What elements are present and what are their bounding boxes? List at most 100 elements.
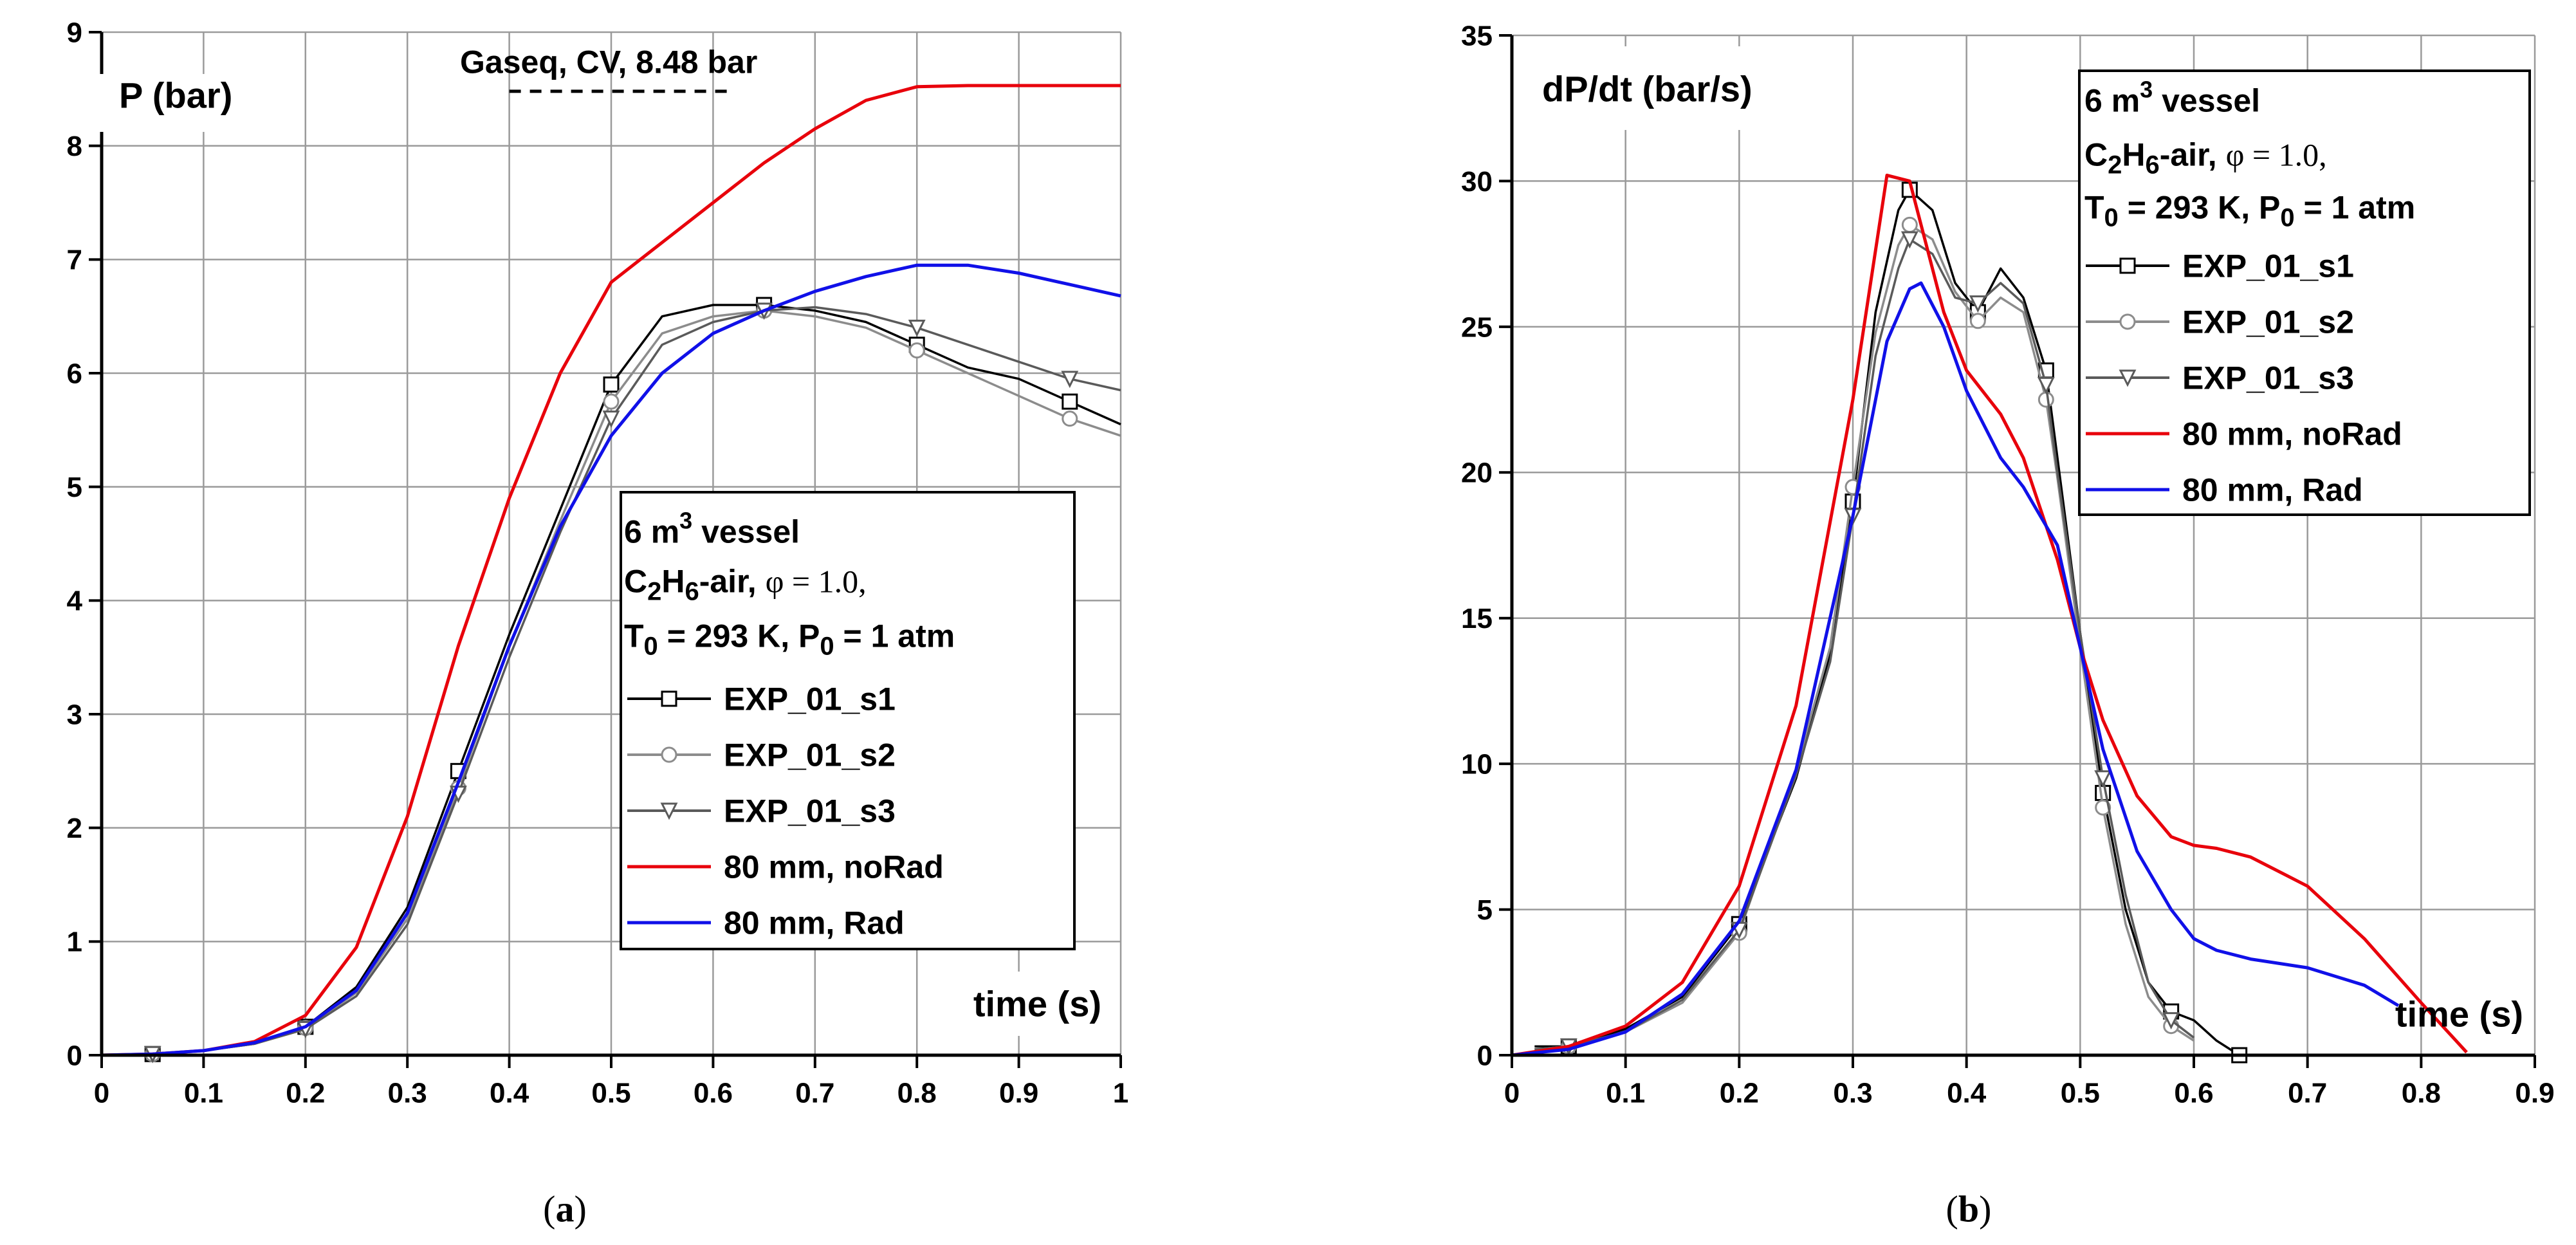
x-tick-label: 0.4 — [1947, 1077, 1987, 1109]
x-tick-label: 0.9 — [2515, 1077, 2554, 1109]
y-tick-label: 8 — [67, 131, 82, 162]
legend-marker-exp-01-s2 — [661, 746, 677, 763]
legend-marker-exp-01-s3 — [2119, 369, 2137, 387]
legend-header-line3-a: T0 = 293 K, P0 = 1 atm — [624, 618, 955, 661]
data-point-exp-01-s2 — [603, 393, 620, 410]
legend-label-80-mm-rad: 80 mm, Rad — [2182, 472, 2363, 508]
x-tick-label: 0 — [94, 1077, 109, 1109]
legend-header-line2-a: C2H6-air, φ = 1.0, — [624, 564, 867, 606]
x-tick-label: 0.9 — [999, 1077, 1038, 1109]
legend-items-b: EXP_01_s1 EXP_01_s2 EXP_01_s3 80 mm, noRad 8… — [2086, 248, 2402, 508]
y-tick-label: 15 — [1461, 603, 1493, 634]
y-tick-label: 2 — [67, 813, 82, 844]
data-point-exp-01-s3 — [2094, 770, 2112, 788]
y-tick-label: 0 — [67, 1040, 82, 1071]
data-point-exp-01-s1 — [603, 376, 620, 393]
xlabel-b: time (s) — [2395, 994, 2523, 1035]
x-tick-label: 0.8 — [897, 1077, 937, 1109]
chart-panel-b: 0 0.1 0.2 0.3 0.4 0.5 0.6 0.7 0.8 0.9 0 5 10 15 20 25 30… — [1461, 20, 2555, 1230]
x-tick-label: 0.4 — [490, 1077, 529, 1109]
xlabel-bg-a — [920, 972, 1113, 1036]
legend-header-line1-a: 6 m3 vessel — [624, 508, 800, 550]
legend-marker-exp-01-s1 — [2119, 257, 2136, 274]
data-point-exp-01-s3 — [908, 319, 926, 337]
data-point-exp-01-s3 — [602, 410, 620, 429]
legend-marker-exp-01-s3 — [660, 802, 678, 820]
y-tick-label: 9 — [67, 17, 82, 48]
x-tick-label: 0.7 — [2288, 1077, 2327, 1109]
data-point-exp-01-s3 — [1969, 295, 1987, 313]
data-point-exp-01-s2 — [2038, 391, 2054, 408]
data-point-exp-01-s3 — [2162, 1012, 2180, 1030]
y-tick-label: 3 — [67, 699, 82, 730]
legend-label-exp-01-s1: EXP_01_s1 — [724, 681, 896, 717]
data-point-exp-01-s2 — [1969, 313, 1986, 329]
chart-panel-a: 0 0.1 0.2 0.3 0.4 0.5 0.6 0.7 0.8 0.9 10123456789 … — [67, 17, 1129, 1230]
series-line-80-mm-norad — [1511, 173, 2468, 1057]
y-tick-label: 25 — [1461, 311, 1493, 343]
legend-box-b — [2078, 69, 2531, 516]
annotation-a: Gaseq, CV, 8.48 bar — [460, 44, 757, 80]
x-tick-label: 0.6 — [2174, 1077, 2213, 1109]
data-point-exp-01-s2 — [1901, 216, 1918, 233]
y-tick-label: 10 — [1461, 749, 1493, 780]
ylabel-b: dP/dt (bar/s) — [1542, 69, 1753, 109]
x-tick-label: 0 — [1504, 1077, 1520, 1109]
legend-label-80-mm-norad: 80 mm, noRad — [724, 849, 944, 885]
axes-a — [89, 31, 1122, 1068]
caption-b: (b) — [1946, 1188, 1992, 1230]
x-tick-label: 0.1 — [184, 1077, 223, 1109]
data-point-exp-01-s3 — [1061, 371, 1079, 389]
y-tick-label: 7 — [67, 244, 82, 276]
data-point-exp-01-s2 — [2095, 799, 2111, 816]
x-tick-label: 0.8 — [2402, 1077, 2441, 1109]
data-point-exp-01-s3 — [1900, 231, 1918, 249]
data-point-exp-01-s3 — [2037, 376, 2055, 394]
y-tick-label: 0 — [1477, 1040, 1493, 1071]
legend-header-line3-b: T0 = 293 K, P0 = 1 atm — [2084, 190, 2415, 232]
x-tick-label: 0.3 — [1833, 1077, 1872, 1109]
data-point-exp-01-s2 — [908, 342, 925, 359]
y-tick-label: 1 — [67, 927, 82, 958]
legend-header-line1-b: 6 m3 vessel — [2084, 77, 2260, 119]
legend-label-exp-01-s3: EXP_01_s3 — [724, 793, 896, 829]
legend-items-a: EXP_01_s1 EXP_01_s2 EXP_01_s3 80 mm, noRad 8… — [627, 681, 944, 941]
series-line-80-mm-norad — [101, 84, 1121, 1057]
y-tick-label: 20 — [1461, 457, 1493, 489]
legend-marker-exp-01-s2 — [2119, 313, 2136, 330]
series-line-80-mm-rad — [1511, 281, 2400, 1057]
legend-label-exp-01-s3: EXP_01_s3 — [2182, 360, 2354, 396]
grid-b — [1512, 34, 2536, 1055]
data-point-exp-01-s2 — [1062, 410, 1078, 427]
legend-marker-exp-01-s1 — [661, 690, 677, 707]
x-tick-label: 0.7 — [795, 1077, 834, 1109]
y-tick-label: 35 — [1461, 20, 1493, 51]
series-line-80-mm-rad — [101, 263, 1121, 1057]
legend-label-exp-01-s1: EXP_01_s1 — [2182, 248, 2354, 284]
legend-box-a — [620, 491, 1076, 950]
x-tick-label: 1 — [1113, 1077, 1128, 1109]
legend-a: 6 m3 vessel C2H6-air, φ = 1.0, T0 = 293 … — [620, 491, 1076, 950]
legend-label-80-mm-rad: 80 mm, Rad — [724, 905, 905, 941]
tick-labels-a: 0 0.1 0.2 0.3 0.4 0.5 0.6 0.7 0.8 0.9 1 0 1 2 3 4 5 6 7 8 9 — [67, 17, 1129, 1109]
x-tick-label: 0.3 — [388, 1077, 427, 1109]
y-tick-label: 30 — [1461, 166, 1493, 198]
y-tick-label: 5 — [1477, 894, 1493, 926]
ylabel-a: P (bar) — [119, 75, 232, 116]
legend-label-80-mm-norad: 80 mm, noRad — [2182, 416, 2402, 452]
data-point-exp-01-s1 — [1062, 393, 1078, 410]
tick-labels-b: 0 0.1 0.2 0.3 0.4 0.5 0.6 0.7 0.8 0.9 0 5 10 15 20 25 30… — [1461, 20, 2555, 1109]
xlabel-a: time (s) — [973, 984, 1101, 1024]
x-tick-label: 0.2 — [1720, 1077, 1759, 1109]
x-tick-label: 0.5 — [591, 1077, 630, 1109]
y-tick-label: 6 — [67, 358, 82, 389]
y-tick-label: 4 — [67, 586, 83, 617]
legend-label-exp-01-s2: EXP_01_s2 — [2182, 304, 2354, 340]
caption-a: (a) — [543, 1188, 587, 1230]
legend-b: 6 m3 vessel C2H6-air, φ = 1.0, T0 = 293 … — [2078, 69, 2531, 516]
axes-b — [1499, 34, 2536, 1068]
y-tick-label: 5 — [67, 472, 82, 503]
series-line-exp-01-s3 — [1534, 238, 2195, 1051]
legend-label-exp-01-s2: EXP_01_s2 — [724, 737, 896, 773]
